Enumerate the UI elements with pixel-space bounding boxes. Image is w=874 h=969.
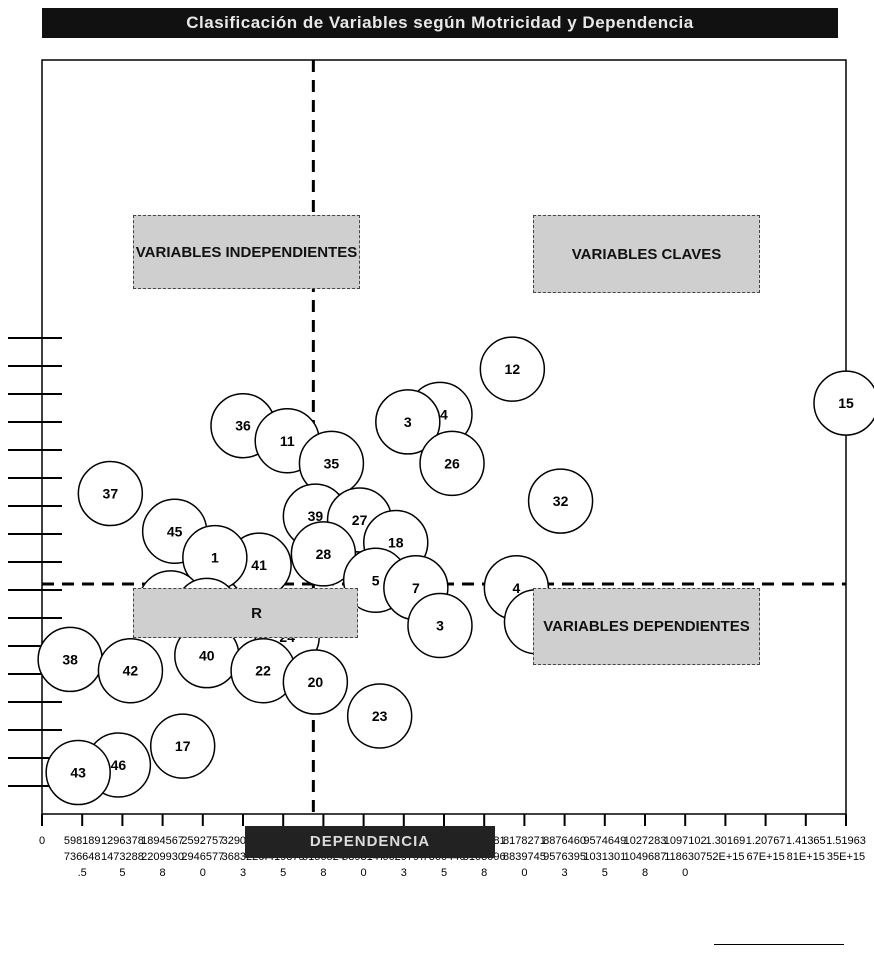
data-label: 35 (324, 455, 340, 471)
x-tick-label: 1.41365 (786, 835, 826, 847)
data-label: 37 (103, 486, 119, 502)
data-label: 7 (412, 580, 420, 596)
x-tick-label: 2946577 (181, 851, 224, 863)
y-axis-ticks (8, 337, 62, 787)
x-tick-label: 598189 (64, 835, 101, 847)
x-tick-label: 8839745 (503, 851, 546, 863)
data-label: 28 (316, 546, 332, 562)
data-point-3: 3 (407, 592, 473, 659)
x-tick-label: 81E+15 (787, 851, 825, 863)
x-axis-title: DEPENDENCIA (245, 826, 495, 858)
x-axis-ticks (41, 814, 847, 826)
x-tick-label: 1027283 (624, 835, 667, 847)
x-tick-label: 1.30169 (706, 835, 746, 847)
data-point-12: 12 (479, 336, 546, 402)
quadrant-key-label: VARIABLES CLAVES (533, 215, 760, 293)
data-label: 36 (235, 418, 251, 434)
data-label: 43 (70, 765, 86, 781)
data-label: 41 (251, 557, 267, 573)
chart-title: Clasificación de Variables según Motrici… (42, 8, 838, 38)
x-tick-label: 5 (441, 867, 447, 879)
data-label: 4 (512, 580, 520, 596)
quadrant-autonomous-label: R (133, 588, 358, 638)
x-tick-label: 52E+15 (706, 851, 744, 863)
x-tick-label: 1.51963 (826, 835, 866, 847)
x-tick-label: 35E+15 (827, 851, 865, 863)
data-point-17: 17 (149, 713, 216, 779)
data-label: 42 (123, 663, 139, 679)
x-tick-label: 9576395 (543, 851, 586, 863)
x-tick-label: .5 (78, 867, 87, 879)
data-label: 17 (175, 738, 191, 754)
data-point-42: 42 (97, 637, 164, 704)
data-label: 38 (62, 651, 78, 667)
data-label: 12 (505, 361, 521, 377)
x-tick-label: 8876460 (543, 835, 586, 847)
x-tick-label: 9574649 (583, 835, 626, 847)
x-tick-label: 1031301 (583, 851, 626, 863)
x-tick-label: 1049687 (624, 851, 667, 863)
data-label: 22 (255, 663, 271, 679)
data-label: 27 (352, 512, 368, 528)
x-tick-label: 0 (39, 835, 45, 847)
data-label: 45 (167, 523, 183, 539)
x-tick-label: 67E+15 (746, 851, 784, 863)
x-tick-label: 1097102 (664, 835, 707, 847)
x-tick-label: 0 (361, 867, 367, 879)
x-tick-label: 1.20767 (746, 835, 786, 847)
x-tick-label: 3 (240, 867, 246, 879)
x-tick-label: 8 (642, 867, 648, 879)
quadrant-independent-label: VARIABLES INDEPENDIENTES (133, 215, 360, 289)
data-label: 11 (280, 433, 295, 449)
data-label: 18 (388, 535, 404, 551)
x-tick-label: 0 (200, 867, 206, 879)
x-tick-label: 0 (521, 867, 527, 879)
x-tick-label: 2209930 (141, 851, 184, 863)
x-tick-label: 1296378 (101, 835, 144, 847)
data-points: 1512343263236113537392718452841157423441… (37, 336, 874, 806)
data-label: 1 (211, 550, 219, 566)
x-tick-label: 5 (280, 867, 286, 879)
x-tick-label: 8 (320, 867, 326, 879)
data-point-3: 3 (375, 389, 441, 455)
data-point-1: 1 (182, 524, 248, 591)
x-tick-label: 0 (682, 867, 688, 879)
data-point-28: 28 (290, 521, 357, 587)
data-label: 40 (199, 648, 215, 664)
x-tick-label: 736648 (64, 851, 101, 863)
data-point-20: 20 (282, 649, 349, 715)
data-point-23: 23 (346, 683, 413, 749)
data-label: 3 (404, 414, 412, 430)
data-label: 32 (553, 493, 569, 509)
data-label: 39 (308, 508, 324, 524)
x-tick-label: 5 (602, 867, 608, 879)
x-tick-label: 8 (481, 867, 487, 879)
data-point-26: 26 (419, 430, 485, 497)
data-point-43: 43 (45, 739, 111, 806)
data-point-38: 38 (37, 626, 103, 693)
data-point-37: 37 (77, 460, 144, 527)
x-tick-label: 3 (562, 867, 568, 879)
data-label: 20 (308, 674, 324, 690)
x-tick-label: 2592757 (181, 835, 224, 847)
x-tick-label: 8 (160, 867, 166, 879)
data-point-32: 32 (527, 468, 594, 534)
data-label: 46 (111, 757, 127, 773)
x-tick-label: 8178271 (503, 835, 546, 847)
quadrant-dependent-label: VARIABLES DEPENDIENTES (533, 588, 760, 665)
data-point-15: 15 (813, 370, 874, 436)
data-label: 15 (838, 395, 854, 411)
data-label: 5 (372, 572, 380, 588)
data-point-22: 22 (230, 637, 296, 704)
data-label: 23 (372, 708, 388, 724)
x-tick-label: 3 (401, 867, 407, 879)
footer-rule (714, 944, 844, 945)
x-tick-label: 1186307 (664, 851, 706, 863)
x-tick-label: 5 (119, 867, 125, 879)
x-tick-label: 1894567 (141, 835, 184, 847)
data-label: 3 (436, 618, 444, 634)
data-label: 26 (444, 455, 460, 471)
x-tick-label: 1473288 (101, 851, 144, 863)
